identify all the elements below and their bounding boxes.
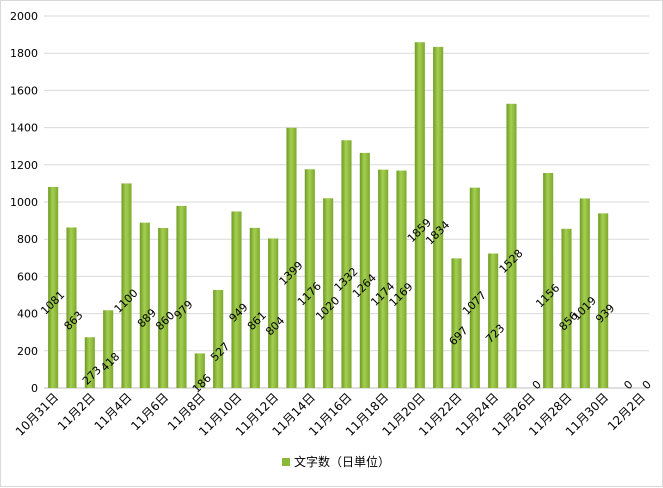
bar	[84, 337, 95, 388]
y-tick-label: 2000	[10, 10, 38, 23]
bar	[176, 205, 187, 388]
bar	[304, 169, 315, 388]
bar	[158, 228, 169, 388]
y-tick-label: 200	[17, 345, 38, 358]
y-tick-label: 600	[17, 270, 38, 283]
data-label: 418	[98, 350, 122, 374]
bar	[213, 289, 224, 388]
y-tick-label: 1400	[10, 122, 38, 135]
data-label: 0	[621, 378, 635, 392]
y-tick-label: 0	[31, 382, 38, 395]
bar	[139, 222, 150, 388]
data-label: 697	[447, 324, 471, 348]
data-label: 723	[483, 322, 507, 346]
y-axis-tick-labels: 0 200 400 600 800 1000 1200 1400 1600 1800 2000	[10, 10, 38, 395]
data-label: 186	[190, 372, 214, 396]
bar	[341, 140, 352, 388]
legend-swatch	[282, 458, 290, 466]
bar	[579, 198, 590, 388]
bar	[506, 103, 517, 389]
x-tick-label: 11月6日	[128, 390, 171, 433]
bar	[469, 187, 480, 388]
bars	[48, 42, 609, 389]
legend-label: 文字数（日単位）	[294, 454, 390, 469]
x-tick-label: 12月2日	[605, 390, 648, 433]
bar	[543, 172, 554, 388]
x-tick-label: 11月2日	[55, 390, 98, 433]
bar	[396, 170, 407, 388]
bar	[323, 198, 334, 388]
data-label: 527	[208, 340, 232, 364]
bar	[66, 227, 77, 388]
y-tick-label: 1200	[10, 159, 38, 172]
bar	[103, 310, 114, 388]
bar	[451, 258, 462, 388]
data-label: 0	[640, 378, 654, 392]
bar	[378, 169, 389, 388]
bar	[249, 227, 260, 388]
y-tick-label: 1000	[10, 196, 38, 209]
x-axis-tick-labels: 10月31日11月2日11月4日11月6日11月8日11月10日11月12日11…	[13, 390, 648, 438]
bar	[359, 152, 370, 388]
bar	[414, 42, 425, 388]
legend: 文字数（日単位）	[282, 454, 390, 469]
bar	[231, 211, 242, 388]
bar	[286, 127, 297, 388]
y-tick-label: 800	[17, 233, 38, 246]
data-label: 863	[62, 309, 86, 333]
bar	[433, 46, 444, 388]
bar	[488, 253, 499, 388]
x-tick-label: 10月31日	[13, 390, 61, 438]
bar	[121, 183, 132, 388]
bar	[194, 353, 205, 388]
bar	[48, 186, 59, 388]
x-tick-label: 11月4日	[92, 390, 135, 433]
y-tick-label: 400	[17, 308, 38, 321]
data-label: 0	[530, 378, 544, 392]
bar	[268, 238, 279, 388]
y-tick-label: 1600	[10, 84, 38, 97]
y-tick-label: 1800	[10, 47, 38, 60]
bar	[561, 228, 572, 388]
bar	[598, 213, 609, 388]
